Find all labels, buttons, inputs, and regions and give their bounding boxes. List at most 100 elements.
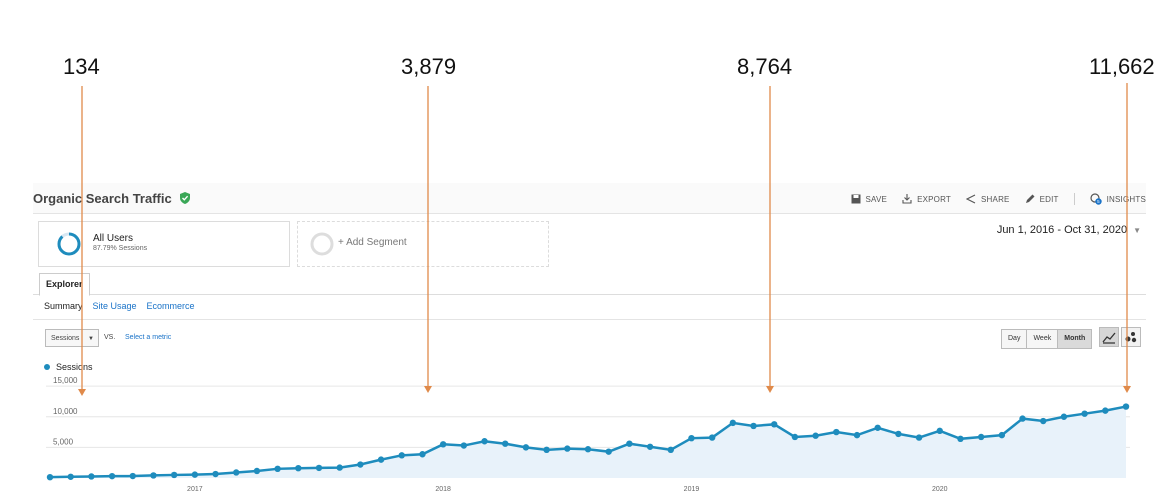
data-point[interactable] xyxy=(1102,407,1109,414)
data-point[interactable] xyxy=(150,472,157,479)
data-point[interactable] xyxy=(915,434,923,441)
data-point[interactable] xyxy=(170,471,178,479)
y-tick-label: 5,000 xyxy=(53,437,74,446)
data-point[interactable] xyxy=(88,473,95,480)
data-point[interactable] xyxy=(253,467,261,475)
data-point[interactable] xyxy=(584,446,592,453)
data-point[interactable] xyxy=(833,428,840,436)
insights-badge: 5 xyxy=(1097,199,1100,204)
data-point[interactable] xyxy=(439,441,447,448)
data-point[interactable] xyxy=(812,432,819,439)
data-point[interactable] xyxy=(129,472,136,480)
segment-name: All Users xyxy=(93,233,134,244)
data-point[interactable] xyxy=(936,427,943,435)
data-point[interactable] xyxy=(502,440,509,447)
subtab-summary[interactable]: Summary xyxy=(44,301,83,311)
data-point[interactable] xyxy=(874,424,881,431)
report-title-text: Organic Search Traffic xyxy=(33,191,172,206)
chart-legend: Sessions xyxy=(44,362,93,372)
select-metric-link[interactable]: Select a metric xyxy=(125,334,172,341)
vs-label: VS. xyxy=(104,334,116,341)
y-tick-label: 15,000 xyxy=(53,376,78,385)
data-point[interactable] xyxy=(315,464,323,472)
metric-select[interactable]: Sessions ▼ xyxy=(45,329,99,347)
callout-value-3: 8,764 xyxy=(737,54,793,79)
data-point[interactable] xyxy=(771,421,778,428)
empty-segment-icon xyxy=(310,232,334,256)
date-range-text: Jun 1, 2016 - Oct 31, 2020 xyxy=(996,224,1128,236)
data-point[interactable] xyxy=(729,419,737,427)
data-point[interactable] xyxy=(1081,410,1088,417)
data-point[interactable] xyxy=(605,448,612,455)
chevron-down-icon: ▼ xyxy=(1133,226,1141,235)
export-button[interactable]: EXPORT xyxy=(902,194,951,204)
data-point[interactable] xyxy=(295,465,302,472)
data-point[interactable] xyxy=(419,451,426,458)
legend-sessions-label: Sessions xyxy=(56,362,93,372)
subtab-ecommerce[interactable]: Ecommerce xyxy=(146,301,195,311)
data-point[interactable] xyxy=(750,422,757,430)
data-point[interactable] xyxy=(853,431,861,439)
export-label: EXPORT xyxy=(917,194,952,204)
data-point[interactable] xyxy=(1122,403,1130,410)
data-point[interactable] xyxy=(1019,415,1026,422)
save-label: SAVE xyxy=(865,194,888,204)
data-point[interactable] xyxy=(977,433,985,441)
y-tick-label: 10,000 xyxy=(53,407,78,416)
x-tick-label: 2019 xyxy=(684,486,700,493)
data-point[interactable] xyxy=(1060,413,1068,420)
data-point[interactable] xyxy=(191,471,199,478)
x-tick-label: 2017 xyxy=(187,486,203,493)
granularity-month-button[interactable]: Month xyxy=(1058,330,1092,348)
data-point[interactable] xyxy=(667,446,674,454)
data-point[interactable] xyxy=(688,434,695,442)
data-point[interactable] xyxy=(708,434,716,441)
motion-chart-view-button[interactable] xyxy=(1121,327,1141,347)
share-label: SHARE xyxy=(981,194,1010,204)
data-point[interactable] xyxy=(791,433,799,441)
segment-all-users[interactable]: All Users 87.79% Sessions xyxy=(38,221,290,267)
data-point[interactable] xyxy=(646,443,654,450)
data-point[interactable] xyxy=(460,442,468,449)
data-point[interactable] xyxy=(998,431,1006,439)
data-point[interactable] xyxy=(212,470,219,478)
data-point[interactable] xyxy=(108,472,116,480)
date-range-picker[interactable]: Jun 1, 2016 - Oct 31, 2020 ▼ xyxy=(997,224,1141,236)
data-point[interactable] xyxy=(398,452,405,459)
granularity-day-button[interactable]: Day xyxy=(1002,330,1028,348)
line-chart-view-button[interactable] xyxy=(1099,327,1119,347)
data-point[interactable] xyxy=(274,465,281,473)
insights-icon: 5 xyxy=(1090,193,1102,205)
data-point[interactable] xyxy=(377,456,385,463)
data-point[interactable] xyxy=(957,435,964,442)
line-chart-icon xyxy=(1102,332,1116,344)
data-point[interactable] xyxy=(1040,417,1047,425)
data-point[interactable] xyxy=(522,444,530,451)
callout-value-1: 134 xyxy=(63,54,100,79)
data-point[interactable] xyxy=(543,446,550,454)
callout-value-2: 3,879 xyxy=(401,54,457,79)
chart-view-buttons xyxy=(1099,327,1141,347)
data-point[interactable] xyxy=(336,464,343,471)
share-button[interactable]: SHARE xyxy=(966,194,1010,204)
data-point[interactable] xyxy=(357,461,364,468)
save-icon xyxy=(851,194,860,204)
edit-label: EDIT xyxy=(1039,194,1059,204)
subtab-site-usage[interactable]: Site Usage xyxy=(92,301,137,311)
data-point[interactable] xyxy=(46,473,54,481)
edit-button[interactable]: EDIT xyxy=(1025,194,1059,204)
data-point[interactable] xyxy=(67,473,74,480)
add-segment-button[interactable]: + Add Segment xyxy=(297,221,549,267)
tab-explorer[interactable]: Explorer xyxy=(39,273,90,296)
report-title: Organic Search Traffic xyxy=(33,191,191,206)
insights-button[interactable]: 5 INSIGHTS xyxy=(1090,193,1146,205)
action-divider xyxy=(1073,193,1075,205)
granularity-week-button[interactable]: Week xyxy=(1027,330,1059,348)
save-button[interactable]: SAVE xyxy=(851,194,888,204)
data-point[interactable] xyxy=(626,440,633,447)
data-point[interactable] xyxy=(233,469,240,476)
data-point[interactable] xyxy=(564,445,571,452)
data-point[interactable] xyxy=(481,438,488,445)
data-point[interactable] xyxy=(895,430,902,438)
